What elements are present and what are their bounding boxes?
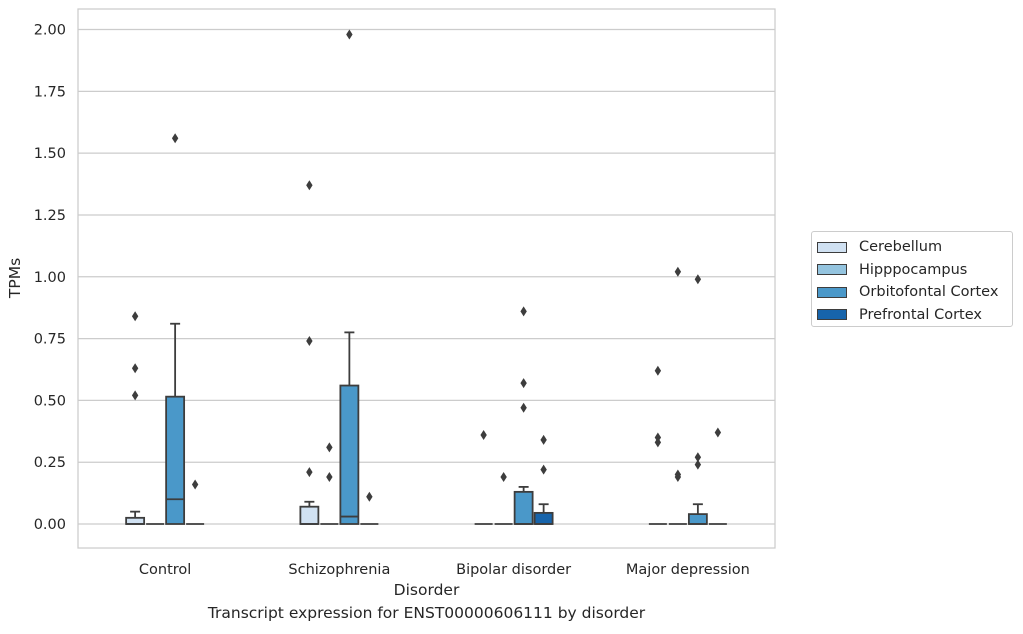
legend-swatch [817,264,847,276]
grid-layer [78,28,775,525]
legend-item: Cerebellum [817,236,1012,259]
legend-swatch [817,309,847,321]
outlier-point [480,429,487,440]
legend-item: Hipppocampus [817,259,1012,282]
outlier-point [326,472,333,483]
x-tick-label: Major depression [626,562,750,578]
box-1-2 [339,29,360,525]
outlier-point [674,266,682,277]
y-tick-label: 0.50 [34,393,66,409]
legend-label: Prefrontal Cortex [859,306,982,323]
box-1-3 [360,491,379,525]
box-1-0 [299,180,320,525]
legend-item: Prefrontal Cortex [817,304,1012,327]
y-tick-labels: 0.00 0.25 0.50 0.75 1.00 1.25 1.50 1.75 2.00 [34,23,66,534]
box-2-0 [474,429,493,525]
box-3-1 [668,266,687,525]
outlier-point [346,29,353,40]
box-2-3 [533,434,554,525]
legend-swatch [817,286,847,298]
box-0-2 [165,133,186,525]
outlier-point [694,459,702,470]
box-body [533,511,554,525]
y-tick-label: 0.75 [34,332,66,348]
y-tick-label: 1.25 [34,208,66,224]
y-tick-label: 2.00 [34,23,66,39]
x-tick-label: Bipolar disorder [456,562,571,578]
box-2-2 [513,306,534,525]
legend-swatch [817,241,847,253]
box-body [687,513,708,525]
chart-title: Transcript expression for ENST0000060611… [207,604,646,622]
plot-frame [77,8,776,549]
outlier-point [654,365,662,376]
outlier-point [306,467,313,478]
y-tick-label: 1.50 [34,146,66,162]
outlier-point [520,402,527,413]
box-body [339,384,360,525]
outlier-point [540,464,547,475]
x-tick-label: Control [139,562,191,578]
box-3-0 [648,365,667,525]
outlier-point [520,306,527,317]
x-axis-label: Disorder [394,581,460,599]
box-0-0 [125,311,146,525]
y-tick-label: 1.00 [34,270,66,286]
outlier-point [306,336,313,347]
outlier-point [131,311,139,322]
box-body [125,516,146,525]
outlier-point [674,472,682,483]
legend: Cerebellum Hipppocampus Orbitofontal Corte… [811,231,1013,327]
outlier-point [540,434,547,445]
legend-label: Orbitofontal Cortex [859,284,999,301]
outlier-point [520,378,527,389]
y-axis-label: TPMs [6,258,24,299]
y-tick-label: 0.00 [34,517,66,533]
box-2-1 [494,472,513,525]
outlier-point [171,133,179,144]
box-0-3 [186,479,205,525]
outlier-point [366,491,373,502]
x-tick-label: Schizophrenia [288,562,390,578]
outlier-point [131,363,139,374]
outlier-point [694,452,702,463]
outlier-point [306,180,313,191]
outlier-point [654,437,662,448]
outlier-point [500,472,507,483]
box-body [513,490,534,525]
box-3-3 [708,427,727,525]
box-body [299,505,320,525]
box-body [165,395,186,525]
outlier-point [191,479,199,490]
x-tick-labels: Control Schizophrenia Bipolar disorder Majo… [139,562,750,578]
box-1-1 [320,442,339,525]
y-tick-label: 1.75 [34,84,66,100]
y-tick-label: 0.25 [34,455,66,471]
outlier-point [694,274,702,285]
legend-item: Orbitofontal Cortex [817,281,1012,304]
box-3-2 [687,274,708,525]
legend-label: Cerebellum [859,239,943,256]
box-layer [125,29,727,525]
legend-label: Hipppocampus [859,261,968,278]
outlier-point [326,442,333,453]
outlier-point [131,390,139,401]
outlier-point [714,427,722,438]
